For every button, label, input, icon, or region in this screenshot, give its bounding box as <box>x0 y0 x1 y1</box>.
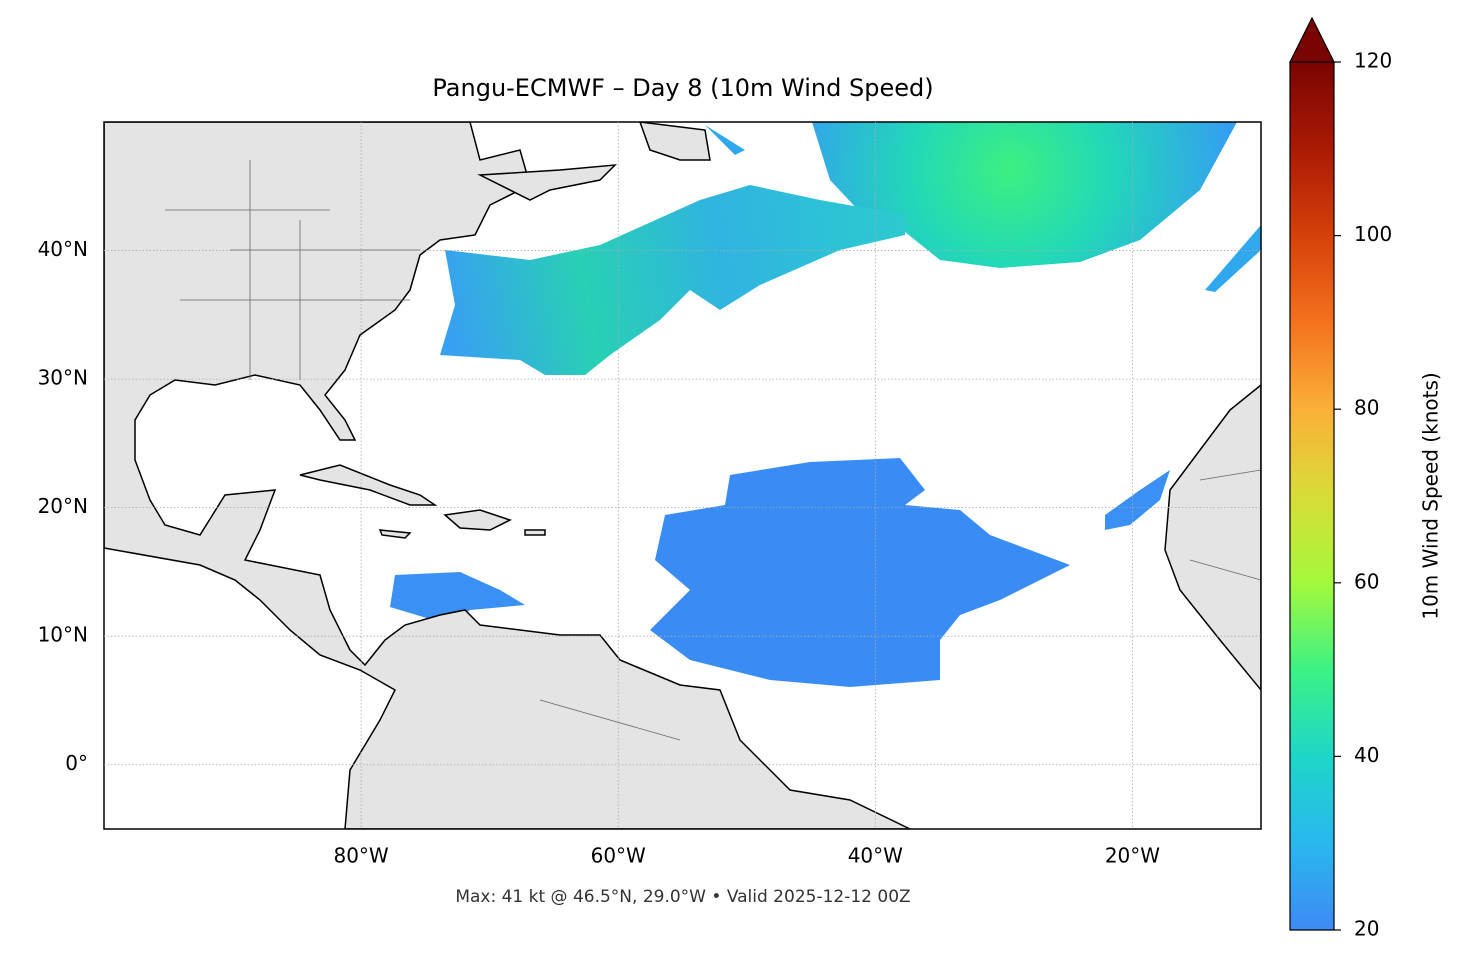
y-tick-label: 0° <box>65 751 88 775</box>
wind-area <box>650 458 1070 687</box>
y-tick-label: 40°N <box>38 237 88 261</box>
colorbar-tick-label: 40 <box>1354 743 1379 767</box>
colorbar-tick-label: 80 <box>1354 396 1379 420</box>
plot-frame <box>103 121 1262 830</box>
wind-area <box>1105 470 1170 530</box>
land <box>1164 384 1261 692</box>
x-tick-label: 60°W <box>591 844 646 868</box>
x-tick-label: 40°W <box>848 844 903 868</box>
border <box>165 160 1261 741</box>
land <box>299 464 438 506</box>
chart-title: Pangu-ECMWF – Day 8 (10m Wind Speed) <box>432 74 933 102</box>
colorbar-frame <box>1289 62 1335 931</box>
map <box>104 122 1261 829</box>
wind-area <box>390 572 525 625</box>
colorbar-label: 10m Wind Speed (knots) <box>1419 372 1443 619</box>
land <box>104 122 911 829</box>
y-tick-label: 30°N <box>38 366 88 390</box>
colorbar-tick-label: 20 <box>1354 917 1379 941</box>
footer: Max: 41 kt @ 46.5°N, 29.0°W • Valid 2025… <box>455 887 910 907</box>
colorbar-tick-label: 120 <box>1354 49 1392 73</box>
colorbar <box>1290 62 1334 930</box>
land <box>378 509 546 539</box>
y-tick-label: 10°N <box>38 623 88 647</box>
x-tick-label: 20°W <box>1105 844 1160 868</box>
colorbar-tick-label: 100 <box>1354 222 1392 246</box>
y-tick-label: 20°N <box>38 494 88 518</box>
wind-area <box>440 185 905 375</box>
land <box>639 122 711 161</box>
colorbar-extend <box>1289 16 1335 63</box>
colorbar-tick-label: 60 <box>1354 569 1379 593</box>
wind-area <box>812 122 1237 268</box>
x-tick-label: 80°W <box>333 844 388 868</box>
land <box>477 164 617 201</box>
